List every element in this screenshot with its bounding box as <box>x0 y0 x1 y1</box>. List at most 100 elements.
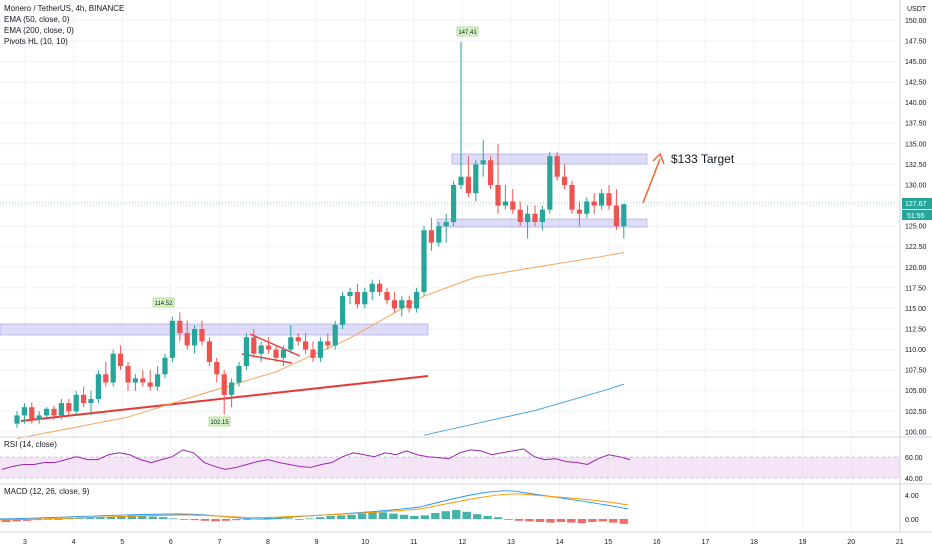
candle-up <box>14 415 20 424</box>
macd-bar <box>2 519 11 522</box>
macd-bar <box>504 519 513 520</box>
price-tick-label: 132.50 <box>905 162 927 169</box>
candle-down <box>118 353 124 367</box>
time-tick-label: 11 <box>410 539 417 546</box>
macd-bar <box>473 514 482 519</box>
svg-text:102.15: 102.15 <box>210 420 229 426</box>
candles <box>14 41 627 428</box>
macd-bar <box>389 513 398 519</box>
candle-down <box>613 205 619 227</box>
candle-up <box>399 300 405 309</box>
price-grid <box>0 0 901 532</box>
candle-up <box>599 193 605 206</box>
candle-down <box>295 337 301 342</box>
candle-up <box>229 382 235 395</box>
candle-up <box>73 394 79 412</box>
candle-down <box>140 378 146 383</box>
macd-bar <box>609 519 618 523</box>
macd-bar <box>43 519 53 520</box>
macd-bar <box>96 517 105 519</box>
macd-bar <box>493 517 503 519</box>
price-tick-label: 112.50 <box>905 327 926 334</box>
candle-up <box>58 403 64 416</box>
candle-up <box>243 337 249 367</box>
price-tick-label: 142.50 <box>905 80 927 87</box>
candle-up <box>280 349 286 358</box>
candle-up <box>332 324 338 346</box>
chart-title: Monero / TetherUS, 4h, BINANCE <box>4 4 125 13</box>
macd-label: MACD (12, 26, close, 9) <box>4 487 90 496</box>
macd-bar <box>336 515 346 519</box>
candle-down <box>29 407 35 420</box>
last-price-text: 127.67 <box>905 201 927 208</box>
candle-down <box>303 341 309 350</box>
time-tick-label: 10 <box>361 539 369 546</box>
macd-bar <box>117 516 126 519</box>
macd-tick-0: 0.00 <box>905 517 919 524</box>
price-axis[interactable]: 150.00 147.50 145.00 142.50 140.00 137.50 135.… <box>905 18 927 437</box>
macd-bar <box>242 519 252 520</box>
macd-bar <box>535 519 545 522</box>
macd-bar <box>263 517 273 519</box>
candle-down <box>310 349 316 358</box>
time-axis[interactable]: 3 4 5 6 7 8 9 10 11 12 13 14 15 16 17 18 19 20 21 <box>23 539 904 546</box>
candle-up <box>414 291 420 309</box>
rsi-label: RSI (14, close) <box>4 440 57 449</box>
pivots-legend: Pivots HL (10, 10) <box>4 37 68 46</box>
candle-down <box>81 394 87 404</box>
candle-up <box>443 222 449 227</box>
candle-down <box>266 345 272 350</box>
macd-bar <box>75 517 84 519</box>
macd-bar <box>159 517 168 519</box>
time-tick-label: 3 <box>23 539 27 546</box>
chart-legend[interactable]: Monero / TetherUS, 4h, BINANCE EMA (50, … <box>4 3 124 47</box>
candle-down <box>377 283 383 292</box>
macd-bar <box>525 519 534 522</box>
macd-histogram <box>2 510 628 524</box>
macd-bar <box>441 511 450 519</box>
macd-bar <box>232 519 241 521</box>
candle-up <box>473 164 479 194</box>
candle-down <box>488 160 494 185</box>
rsi-band <box>0 457 900 478</box>
ema50-legend: EMA (50, close, 0) <box>4 15 70 24</box>
macd-bar <box>410 516 419 519</box>
candle-up <box>169 320 175 358</box>
macd-bar <box>420 515 430 519</box>
candle-up <box>236 366 242 383</box>
macd-bar <box>211 519 220 522</box>
time-tick-label: 6 <box>169 539 173 546</box>
macd-bar <box>169 518 178 520</box>
rsi-path <box>1 448 631 470</box>
macd-bar <box>64 518 74 520</box>
macd-bar <box>431 513 440 519</box>
time-tick-label: 4 <box>72 539 76 546</box>
countdown-text: 51:55 <box>907 213 925 220</box>
macd-bar <box>326 516 335 519</box>
time-tick-label: 21 <box>896 539 904 546</box>
target-annotation[interactable]: $133 Target <box>671 152 735 166</box>
time-tick-label: 13 <box>507 539 515 546</box>
candle-down <box>177 320 183 334</box>
candle-down <box>354 291 360 305</box>
price-tick-label: 105.00 <box>905 388 927 395</box>
pennant-upper-line[interactable] <box>249 333 301 357</box>
price-tick-label: 102.50 <box>905 409 927 416</box>
candle-down <box>562 176 568 185</box>
ema200-path <box>423 383 624 436</box>
candle-down <box>495 184 501 206</box>
candle-down <box>273 349 279 358</box>
time-tick-label: 9 <box>315 539 319 546</box>
candle-down <box>428 230 434 243</box>
price-tick-label: 107.50 <box>905 368 927 375</box>
candle-up <box>502 201 508 206</box>
macd-bar <box>33 519 42 521</box>
price-tick-label: 135.00 <box>905 141 927 148</box>
macd-bar <box>567 519 576 523</box>
time-tick-label: 19 <box>799 539 807 546</box>
time-tick-label: 7 <box>217 539 221 546</box>
countdown-badge <box>902 210 932 220</box>
candle-down <box>221 374 227 395</box>
candle-up <box>288 337 294 350</box>
